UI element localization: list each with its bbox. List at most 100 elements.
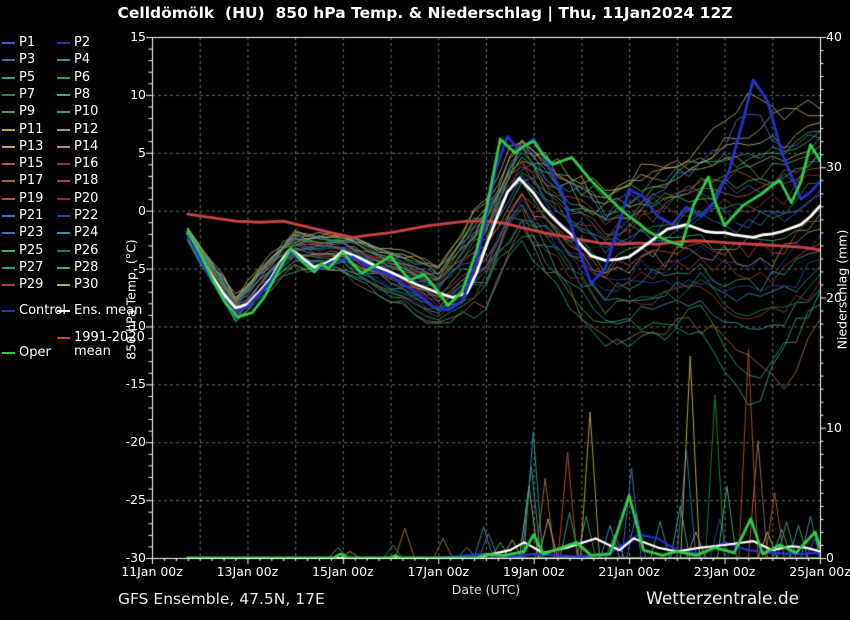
legend-swatch-P2 [57,42,70,44]
x-tick-label-10: 21Jan 00z [598,564,660,579]
legend-item-P8: P8 [57,86,91,102]
x-tick-label-4: 15Jan 00z [312,564,374,579]
x-tick-label-6: 17Jan 00z [407,564,470,579]
legend-label-P6: P6 [74,69,91,85]
legend-item-P29: P29 [2,278,43,292]
legend-swatch-P7 [2,93,15,96]
legend-swatch-P17 [2,180,15,183]
legend-swatch-P9 [2,111,15,114]
legend-label-P11: P11 [19,121,44,137]
legend-item-oper: Oper [2,346,51,360]
legend-label-P8: P8 [74,86,91,102]
legend-item-P27: P27 [2,260,43,275]
legend-swatch-P5 [2,76,15,79]
legend-swatch-P24 [57,232,70,235]
legend-label-P15: P15 [19,156,44,172]
page-title: Celldömölk (HU) 850 hPa Temp. & Niedersc… [117,4,733,22]
y-left-tick-label-15: 15 [130,29,146,44]
legend-item-P28: P28 [57,260,98,275]
legend-label-ens-mean: Ens. mean [74,303,143,318]
legend-item-P6: P6 [57,69,91,85]
y-axis-left-label: 850 hPa Temp. (°C) [123,239,139,360]
legend-swatch-P8 [57,93,70,96]
legend-item-P13: P13 [2,139,43,154]
legend-swatch-P10 [57,111,70,114]
legend-item-P7: P7 [2,86,36,102]
legend-swatch-P19 [2,197,15,200]
legend-label-P21: P21 [19,208,44,223]
legend-label-P17: P17 [19,173,44,189]
legend-item-P10: P10 [57,105,98,119]
legend-swatch-ens-mean [57,310,70,312]
legend-swatch-P4 [57,59,70,62]
legend-item-P16: P16 [57,157,98,171]
legend-swatch-P18 [57,180,70,183]
legend-swatch-P6 [57,76,70,79]
y-right-tick-label-0: 0 [826,550,834,565]
legend-item-P24: P24 [57,226,98,240]
legend-item-P22: P22 [57,209,98,223]
x-axis-label: Date (UTC) [451,582,521,597]
legend-label-control: Control [19,303,66,318]
y-axis-right-label: Niederschlag (mm) [834,229,850,350]
legend-label-P30: P30 [74,277,99,293]
legend-label-P20: P20 [74,190,99,206]
x-tick-label-14: 25Jan 00z [789,564,850,579]
legend-swatch-P15 [2,163,15,166]
legend-label-P24: P24 [74,225,99,241]
legend-item-P4: P4 [57,53,90,67]
legend-item-P21: P21 [2,209,43,223]
y-right-tick-label-30: 30 [826,159,842,175]
legend-item-P17: P17 [2,174,43,188]
legend-item-P5: P5 [2,69,36,85]
y-left-tick-label-10: 10 [130,86,146,102]
y-left-tick-label-0: 0 [138,202,146,218]
legend-item-P12: P12 [57,122,98,137]
legend-swatch-P25 [2,249,15,252]
legend-item-P18: P18 [57,174,98,188]
legend-label-P19: P19 [19,190,44,206]
legend-swatch-P22 [57,215,70,217]
legend-label-P29: P29 [19,277,44,293]
legend-swatch-P30 [57,284,70,287]
legend-item-clim-mean: 1991-2020 mean [57,331,152,359]
legend-label-P5: P5 [19,69,36,85]
legend-label-P14: P14 [74,138,99,154]
legend-swatch-P16 [57,163,70,166]
site-credit-text: Wetterzentrale.de [646,589,800,609]
y-right-tick-label-10: 10 [826,419,842,435]
legend-swatch-P1 [2,42,15,44]
legend-swatch-P13 [2,145,15,148]
legend-swatch-P28 [57,266,70,269]
legend-item-P1: P1 [2,36,35,50]
y-left-tick-label--25: -25 [125,492,146,508]
y-left-tick-label--5: -5 [133,260,146,276]
legend-item-P14: P14 [57,138,99,154]
legend-label-P2: P2 [74,35,91,50]
legend-label-P10: P10 [74,104,99,120]
x-tick-label-12: 23Jan 00z [693,564,756,579]
y-left-tick-label--30: -30 [125,550,146,565]
legend-label-P1: P1 [19,35,36,50]
meteogram-canvas [140,30,840,572]
legend-swatch-P23 [2,232,15,235]
legend-label-P7: P7 [19,86,36,102]
legend-item-P19: P19 [2,190,44,206]
x-tick-label-2: 13Jan 00z [216,564,279,579]
legend-item-P2: P2 [57,36,90,50]
legend-item-P26: P26 [57,243,98,258]
legend-item-P25: P25 [2,243,43,258]
y-left-tick-label--15: -15 [125,376,146,392]
legend-swatch-P21 [2,215,15,217]
legend-label-clim-mean: 1991-2020 mean [74,330,145,359]
legend-swatch-P11 [2,128,15,131]
y-left-tick-label--10: -10 [125,318,146,334]
model-info-text: GFS Ensemble, 47.5N, 17E [118,590,325,608]
y-right-tick-label-20: 20 [826,289,842,305]
legend-item-P20: P20 [57,190,99,206]
legend-swatch-oper [2,352,15,354]
legend-swatch-P26 [57,249,70,252]
legend-label-P4: P4 [74,52,91,68]
legend-item-ens-mean: Ens. mean [57,304,142,318]
